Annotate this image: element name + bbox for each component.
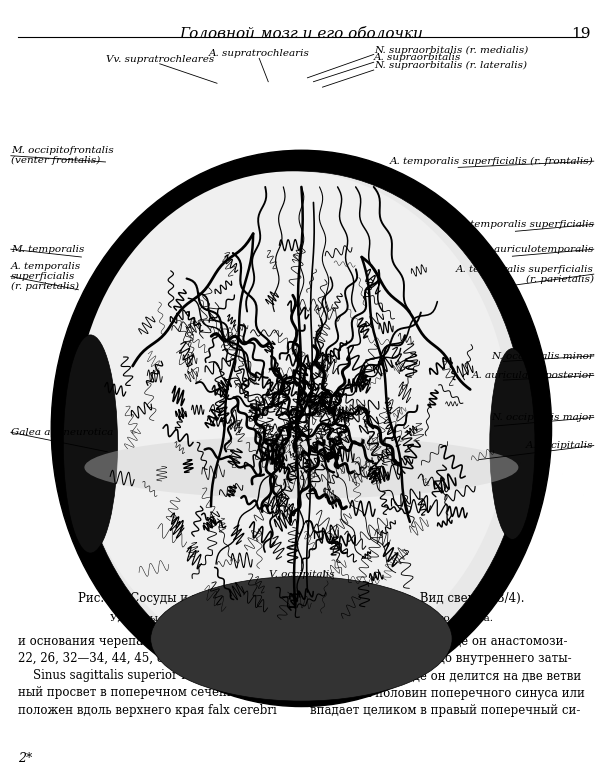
Text: рует с венами носа, до внутреннего заты-: рует с венами носа, до внутреннего заты-: [310, 652, 571, 665]
Ellipse shape: [63, 335, 117, 553]
Ellipse shape: [51, 150, 551, 707]
Text: M. occipitofrontalis
(venter frontalis): M. occipitofrontalis (venter frontalis): [11, 146, 113, 165]
Text: Рис. 13. Сосуды и нервы мягких тканей свода черепа. Вид сверху (3/4).: Рис. 13. Сосуды и нервы мягких тканей св…: [78, 592, 524, 605]
Text: A. temporalis superficialis
(r. parietalis): A. temporalis superficialis (r. parietal…: [455, 265, 593, 284]
Text: впадает целиком в правый поперечный си-: впадает целиком в правый поперечный си-: [310, 703, 580, 717]
Text: для обеих половин поперечного синуса или: для обеих половин поперечного синуса или: [310, 686, 585, 700]
Text: Galea aponeurotica: Galea aponeurotica: [11, 428, 113, 437]
Text: N. occipitalis major: N. occipitalis major: [491, 413, 593, 422]
Ellipse shape: [489, 349, 535, 539]
Ellipse shape: [78, 171, 524, 686]
Text: Sinus sagittalis superior имеет треуголь-: Sinus sagittalis superior имеет треуголь…: [18, 669, 282, 682]
Text: положен вдоль верхнего края falx cerebri: положен вдоль верхнего края falx cerebri: [18, 703, 276, 717]
Text: M. temporalis: M. temporalis: [11, 245, 84, 254]
Text: A. supraorbitalis: A. supraorbitalis: [373, 53, 461, 62]
Ellipse shape: [75, 171, 509, 670]
Text: Головной мозг и его оболочки: Головной мозг и его оболочки: [179, 27, 423, 41]
Text: N. auriculotemporalis: N. auriculotemporalis: [479, 245, 593, 254]
Ellipse shape: [150, 576, 452, 701]
Text: Vv. supratrochleares: Vv. supratrochleares: [105, 55, 214, 64]
Text: V. temporalis superficialis: V. temporalis superficialis: [457, 220, 593, 229]
Text: N. supraorbitalis (r. medialis): N. supraorbitalis (r. medialis): [373, 45, 527, 55]
Text: A. temporalis superficialis (r. frontalis): A. temporalis superficialis (r. frontali…: [389, 157, 593, 166]
Text: V. occipitalis: V. occipitalis: [268, 570, 334, 580]
Text: 22, 26, 32—34, 44, 45, 86).: 22, 26, 32—34, 44, 45, 86).: [18, 652, 180, 665]
Text: и основания черепа (рис. 6, 10—12, 17—19,: и основания черепа (рис. 6, 10—12, 17—19…: [18, 635, 290, 648]
Text: N. occipitalis minor: N. occipitalis minor: [490, 351, 593, 361]
Text: от петушьего гребня, где он анастомози-: от петушьего гребня, где он анастомози-: [310, 635, 567, 648]
Text: N. supraorbitalis (r. lateralis): N. supraorbitalis (r. lateralis): [373, 61, 526, 70]
Text: A. supratrochlearis: A. supratrochlearis: [208, 49, 309, 58]
Ellipse shape: [84, 436, 518, 499]
Text: A. auricularis posterior: A. auricularis posterior: [471, 371, 593, 380]
Text: ный просвет в поперечном сечении и рас-: ный просвет в поперечном сечении и рас-: [18, 686, 283, 700]
Text: 2*: 2*: [18, 752, 33, 765]
Text: A. temporalis
superficialis
(r. parietalis): A. temporalis superficialis (r. parietal…: [11, 262, 81, 291]
Text: Удалены кожа и подкожная клетчатка до апоневротического шлема.: Удалены кожа и подкожная клетчатка до ап…: [110, 614, 492, 623]
Text: A. occipitalis: A. occipitalis: [526, 441, 593, 450]
Text: 19: 19: [571, 27, 590, 41]
Text: лочного бугра, где он делится на две ветви: лочного бугра, где он делится на две вет…: [310, 669, 581, 682]
